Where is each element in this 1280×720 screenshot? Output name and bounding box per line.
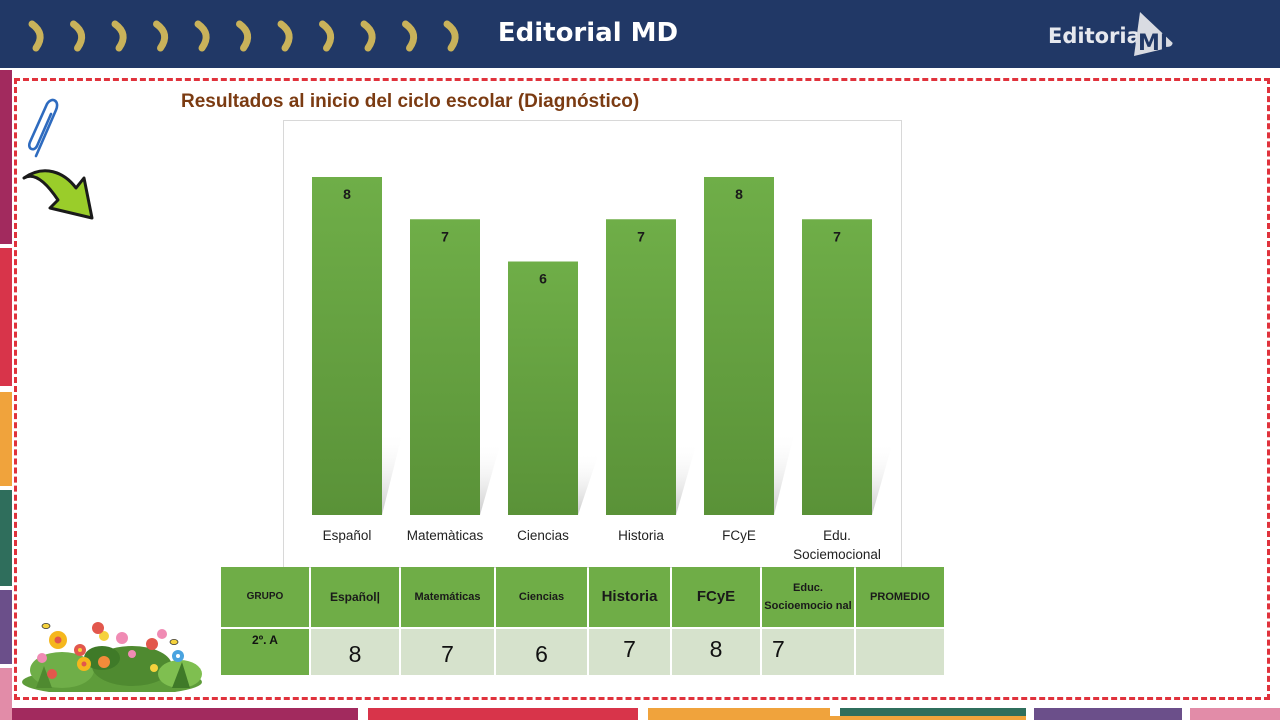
cell-espanol: 8 [311, 629, 399, 675]
chevron-shape [277, 20, 293, 52]
chevron-shape [28, 20, 44, 52]
header-title: Editorial MD [497, 18, 679, 48]
chevron-shape [443, 20, 459, 52]
results-table: GRUPO Español| Matemáticas Ciencias Hist… [219, 565, 946, 677]
bottom-strip-2 [368, 708, 638, 720]
left-strip-4 [0, 490, 12, 586]
bar-2 [508, 261, 578, 515]
cell-promedio [856, 629, 944, 675]
cell-educ-socioemocional: 7 [762, 629, 854, 675]
chevron-shape [111, 20, 127, 52]
md-logo-mark-icon: MD [1134, 12, 1178, 56]
bottom-strip-1 [12, 708, 358, 720]
logo-text: Editorial [1048, 24, 1148, 48]
chevron-shape [70, 20, 86, 52]
category-label: Sociemocional [793, 547, 881, 562]
left-strip-6 [0, 668, 12, 720]
cell-matematicas: 7 [401, 629, 494, 675]
category-label: FCyE [722, 528, 756, 543]
category-label: Español [323, 528, 372, 543]
cell-grupo: 2º. A [221, 629, 309, 675]
bottom-strip-5 [1034, 708, 1182, 720]
svg-text:MD: MD [1138, 31, 1178, 56]
data-label: 6 [539, 271, 547, 287]
header-cell-matematicas: Matemáticas [401, 567, 494, 627]
bee-icon [41, 623, 179, 645]
bottom-strip-4 [840, 708, 1026, 716]
cell-ciencias: 6 [496, 629, 587, 675]
bar-4 [704, 177, 774, 515]
editorial-md-logo: Editorial MD [1048, 6, 1180, 60]
bar-chart: 8 7 6 7 8 7 Español Matemàticas Ciencias Histori… [283, 120, 902, 568]
data-label: 7 [637, 228, 645, 244]
flower-blooms [37, 622, 184, 679]
header-bar: Editorial MD Editorial MD [0, 0, 1280, 68]
header-cell-fcye: FCyE [672, 567, 760, 627]
left-strip-1 [0, 70, 12, 244]
bar-3 [606, 219, 676, 515]
cell-fcye: 8 [672, 629, 760, 675]
bottom-strip-3b [648, 716, 1026, 720]
chevron-shape [402, 20, 418, 52]
curved-arrow-icon [22, 169, 94, 220]
chevron-shape [236, 20, 252, 52]
header-cell-educ-socioemocional: Educ. Socioemocio nal [762, 567, 854, 627]
bottom-strip-6 [1190, 708, 1280, 720]
chevron-shape [360, 20, 376, 52]
flowers-illustration [22, 622, 202, 692]
left-strip-2 [0, 248, 12, 386]
chevron-shape [194, 20, 210, 52]
header-cell-historia: Historia [589, 567, 670, 627]
chart-title: Resultados al inicio del ciclo escolar (… [181, 91, 640, 112]
category-label: Edu. [823, 528, 851, 543]
category-label: Historia [618, 528, 664, 543]
cell-historia: 7 [589, 629, 670, 675]
bar-0 [312, 177, 382, 515]
left-strip-3 [0, 392, 12, 486]
bar-5 [802, 219, 872, 515]
paperclip-icon [28, 98, 59, 158]
table-header-row: GRUPO Español| Matemáticas Ciencias Hist… [221, 567, 944, 627]
bar-1 [410, 219, 480, 515]
data-label: 7 [441, 228, 449, 244]
header-cell-grupo: GRUPO [221, 567, 309, 627]
table-row: 2º. A 8 7 6 7 8 7 [221, 629, 944, 675]
header-cell-espanol: Español| [311, 567, 399, 627]
chart-canvas: 8 7 6 7 8 7 Español Matemàticas Ciencias Histori… [312, 177, 892, 562]
chevron-shape [153, 20, 169, 52]
left-strip-5 [0, 590, 12, 664]
content-frame [14, 78, 1270, 700]
data-label: 8 [343, 186, 351, 202]
category-label: Ciencias [517, 528, 569, 543]
header-cell-ciencias: Ciencias [496, 567, 587, 627]
chevron-shape [319, 20, 335, 52]
data-label: 7 [833, 228, 841, 244]
category-label: Matemàticas [407, 528, 484, 543]
chevron-decoration-icon [28, 20, 459, 52]
data-label: 8 [735, 186, 743, 202]
header-cell-promedio: PROMEDIO [856, 567, 944, 627]
